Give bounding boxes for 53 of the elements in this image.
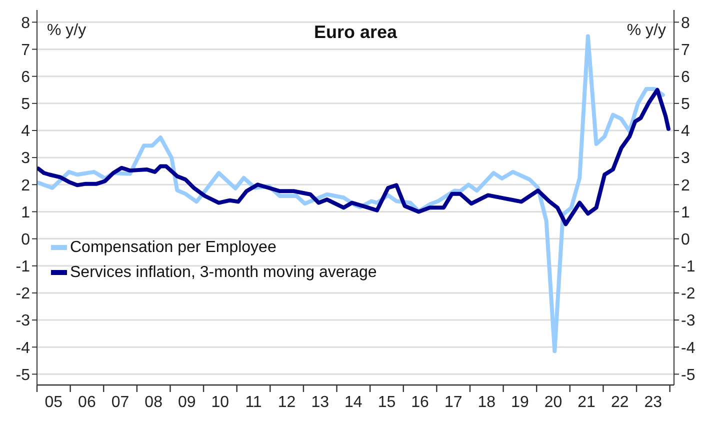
y2-tick-label: 0	[681, 231, 690, 248]
y-tick-label: 8	[21, 14, 30, 32]
y2-tick-label: -1	[681, 258, 696, 276]
x-tick-label: 20	[544, 394, 562, 411]
y-tick-label: 3	[21, 150, 30, 168]
y-tick-label: 6	[21, 69, 30, 86]
y-tick-label: -2	[16, 286, 30, 303]
y-tick-label: -4	[16, 340, 30, 357]
x-tick-label: 06	[78, 394, 96, 411]
x-tick-label: 23	[644, 394, 662, 411]
x-tick-label: 09	[178, 394, 196, 411]
x-tick-label: 14	[344, 394, 362, 411]
y2-tick-label: -5	[681, 366, 696, 384]
text: Euro area	[314, 22, 398, 42]
y2-tick-label: 3	[681, 150, 690, 168]
x-tick-label: 18	[478, 394, 496, 411]
legend-label: Compensation per Employee	[70, 238, 276, 256]
x-tick-label: 10	[211, 394, 230, 411]
x-tick-label: 08	[144, 394, 163, 411]
x-tick-label: 13	[311, 394, 330, 411]
y-tick-label: 1	[21, 204, 30, 222]
x-tick-label: 19	[511, 394, 529, 411]
y-tick-label: 2	[21, 177, 30, 194]
x-tick-label: 11	[245, 394, 262, 411]
y2-tick-label: 1	[681, 204, 690, 222]
y2-tick-label: 4	[681, 123, 690, 140]
x-tick-label: 21	[578, 394, 596, 411]
x-tick-label: 07	[111, 394, 130, 411]
y2-tick-label: -3	[681, 312, 696, 330]
y2-axis-title: % y/y	[626, 22, 666, 40]
x-tick-label: 12	[278, 394, 296, 411]
y2-tick-label: 6	[681, 69, 690, 86]
y-tick-label: 0	[21, 231, 30, 248]
y2-tick-label: 2	[681, 177, 690, 194]
line-series	[37, 88, 670, 226]
y2-tick-label: 7	[681, 42, 690, 59]
x-tick-label: 05	[44, 394, 63, 411]
y2-tick-label: 5	[681, 96, 690, 114]
y2-tick-label: -4	[681, 340, 696, 357]
y2-tick-label: 8	[681, 14, 690, 32]
legend-label: Services inflation, 3-month moving average	[70, 264, 377, 282]
y2-tick-label: -2	[681, 286, 696, 303]
x-tick-label: 17	[444, 394, 462, 411]
y-tick-label: -1	[16, 258, 30, 276]
y-tick-label: 5	[21, 96, 30, 114]
y-tick-label: -3	[16, 312, 30, 330]
x-tick-label: 22	[610, 394, 629, 411]
y-tick-label: 7	[21, 42, 30, 59]
y-tick-label: -5	[16, 366, 30, 384]
x-tick-label: 15	[378, 394, 396, 411]
y-tick-label: 4	[21, 123, 30, 140]
y-axis-title: % y/y	[47, 22, 86, 40]
x-tick-label: 16	[411, 394, 430, 411]
